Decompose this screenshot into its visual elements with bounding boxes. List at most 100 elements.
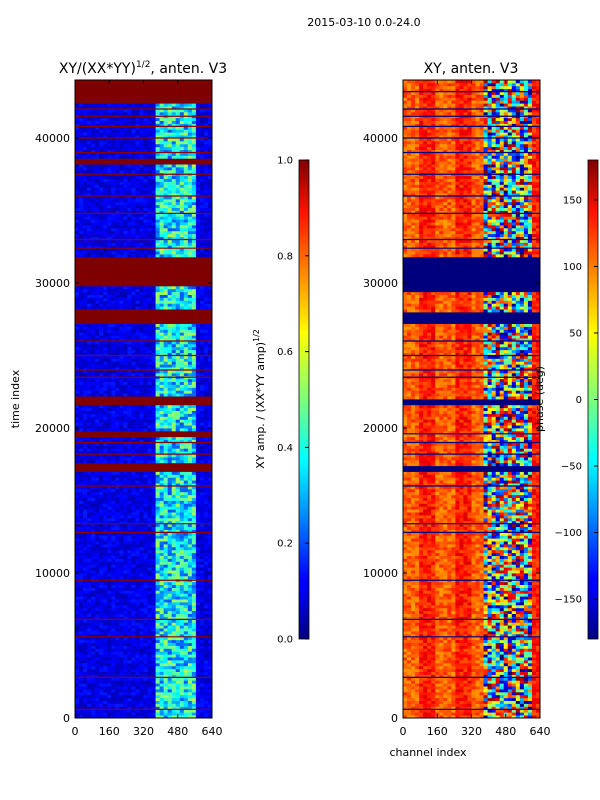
heatmap-cell: [91, 329, 96, 333]
heatmap-cell: [163, 680, 169, 684]
heatmap-cell: [131, 364, 136, 368]
heatmap-cell: [175, 358, 181, 362]
heatmap-cell: [183, 419, 189, 423]
heatmap-cell: [151, 599, 156, 603]
heatmap-cell: [159, 590, 165, 594]
heatmap-cell: [107, 445, 112, 449]
heatmap-cell: [167, 410, 173, 414]
heatmap-cell: [147, 425, 152, 429]
heatmap-cell: [183, 564, 189, 568]
heatmap-cell: [103, 515, 108, 519]
heatmap-cell: [167, 587, 173, 591]
heatmap-cell: [91, 593, 96, 597]
heatmap-cell: [131, 584, 136, 588]
heatmap-cell: [207, 343, 213, 348]
heatmap-cell: [155, 454, 161, 458]
heatmap-cell: [123, 367, 128, 371]
heatmap-cell: [119, 709, 124, 713]
heatmap-cell: [183, 445, 189, 449]
heatmap-cell: [147, 390, 152, 394]
heatmap-cell: [147, 459, 152, 464]
heatmap-cell: [131, 694, 136, 699]
heatmap-cell: [155, 381, 161, 385]
heatmap-cell: [107, 346, 112, 351]
heatmap-cell: [155, 607, 161, 612]
heatmap-cell: [203, 628, 209, 632]
heatmap-cell: [83, 564, 88, 568]
heatmap-cell: [203, 686, 209, 690]
heatmap-cell: [135, 245, 140, 249]
heatmap-cell: [111, 567, 116, 571]
heatmap-cell: [135, 532, 140, 536]
heatmap-cell: [139, 451, 144, 455]
heatmap-cell: [115, 239, 120, 243]
heatmap-cell: [111, 686, 116, 690]
heatmap-cell: [123, 584, 128, 588]
heatmap-cell: [163, 349, 169, 353]
heatmap-cell: [155, 323, 161, 327]
heatmap-cell: [119, 491, 124, 496]
heatmap-cell: [119, 628, 124, 632]
heatmap-cell: [131, 500, 136, 504]
heatmap-cell: [111, 558, 116, 562]
heatmap-cell: [179, 445, 185, 449]
heatmap-cell: [203, 517, 209, 522]
heatmap-cell: [103, 590, 108, 594]
heatmap-cell: [171, 335, 177, 339]
heatmap-cell: [103, 303, 108, 307]
heatmap-cell: [183, 686, 189, 690]
heatmap-cell: [135, 413, 140, 417]
heatmap-cell: [91, 436, 96, 440]
heatmap-cell: [75, 329, 80, 333]
heatmap-cell: [79, 712, 84, 716]
heatmap-cell: [107, 689, 112, 693]
heatmap-cell: [187, 239, 193, 243]
heatmap-cell: [163, 329, 169, 333]
heatmap-cell: [187, 657, 193, 661]
heatmap-cell: [171, 671, 177, 675]
heatmap-cell: [99, 230, 104, 235]
heatmap-cell: [195, 410, 201, 414]
heatmap-cell: [175, 242, 181, 246]
heatmap-cell: [147, 686, 152, 690]
heatmap-cell: [159, 599, 165, 603]
heatmap-cell: [123, 633, 128, 638]
heatmap-cell: [155, 581, 161, 585]
heatmap-cell: [107, 512, 112, 516]
heatmap-cell: [187, 297, 193, 301]
heatmap-cell: [191, 636, 197, 641]
heatmap-cell: [99, 567, 104, 571]
heatmap-cell: [79, 631, 84, 635]
heatmap-cell: [159, 651, 165, 655]
heatmap-cell: [147, 526, 152, 530]
heatmap-cell: [171, 642, 177, 646]
heatmap-cell: [151, 715, 156, 719]
heatmap-cell: [187, 662, 193, 667]
heatmap-cell: [135, 323, 140, 327]
heatmap-cell: [135, 288, 140, 293]
heatmap-cell: [111, 689, 116, 693]
heatmap-cell: [123, 657, 128, 661]
heatmap-cell: [151, 607, 156, 612]
heatmap-cell: [79, 225, 84, 229]
heatmap-cell: [139, 694, 144, 699]
heatmap-cell: [155, 604, 161, 609]
heatmap-cell: [91, 613, 96, 617]
heatmap-cell: [187, 523, 193, 527]
heatmap-cell: [99, 546, 104, 551]
heatmap-cell: [83, 552, 88, 556]
heatmap-cell: [167, 573, 173, 577]
heatmap-cell: [115, 616, 120, 620]
heatmap-cell: [159, 239, 165, 243]
heatmap-cell: [163, 631, 169, 635]
heatmap-cell: [155, 410, 161, 414]
heatmap-cell: [123, 520, 128, 525]
heatmap-cell: [159, 610, 165, 614]
heatmap-cell: [87, 355, 92, 359]
heatmap-cell: [103, 387, 108, 391]
heatmap-cell: [147, 515, 152, 519]
heatmap-cell: [207, 248, 213, 252]
heatmap-cell: [135, 457, 140, 461]
heatmap-cell: [151, 491, 156, 496]
heatmap-cell: [127, 523, 132, 527]
